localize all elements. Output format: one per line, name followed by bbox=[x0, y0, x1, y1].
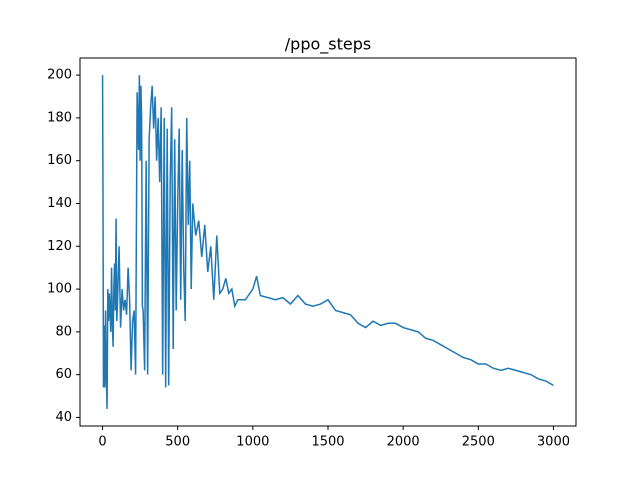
y-tick-label: 40 bbox=[55, 410, 72, 425]
y-tick-label: 200 bbox=[47, 68, 72, 83]
y-tick-label: 160 bbox=[47, 153, 72, 168]
y-tick-label: 80 bbox=[55, 324, 72, 339]
y-tick-label: 140 bbox=[47, 196, 72, 211]
x-tick-label: 1000 bbox=[236, 435, 269, 450]
y-tick-label: 100 bbox=[47, 282, 72, 297]
y-tick-label: 60 bbox=[55, 367, 72, 382]
x-tick-label: 500 bbox=[165, 435, 190, 450]
x-tick-label: 2500 bbox=[462, 435, 495, 450]
y-tick-label: 120 bbox=[47, 239, 72, 254]
y-tick-label: 180 bbox=[47, 110, 72, 125]
chart-title: /ppo_steps bbox=[285, 35, 371, 55]
x-tick-label: 1500 bbox=[311, 435, 344, 450]
x-tick-label: 2000 bbox=[387, 435, 420, 450]
x-tick-label: 3000 bbox=[537, 435, 570, 450]
line-series bbox=[101, 75, 554, 409]
x-tick-label: 0 bbox=[98, 435, 106, 450]
